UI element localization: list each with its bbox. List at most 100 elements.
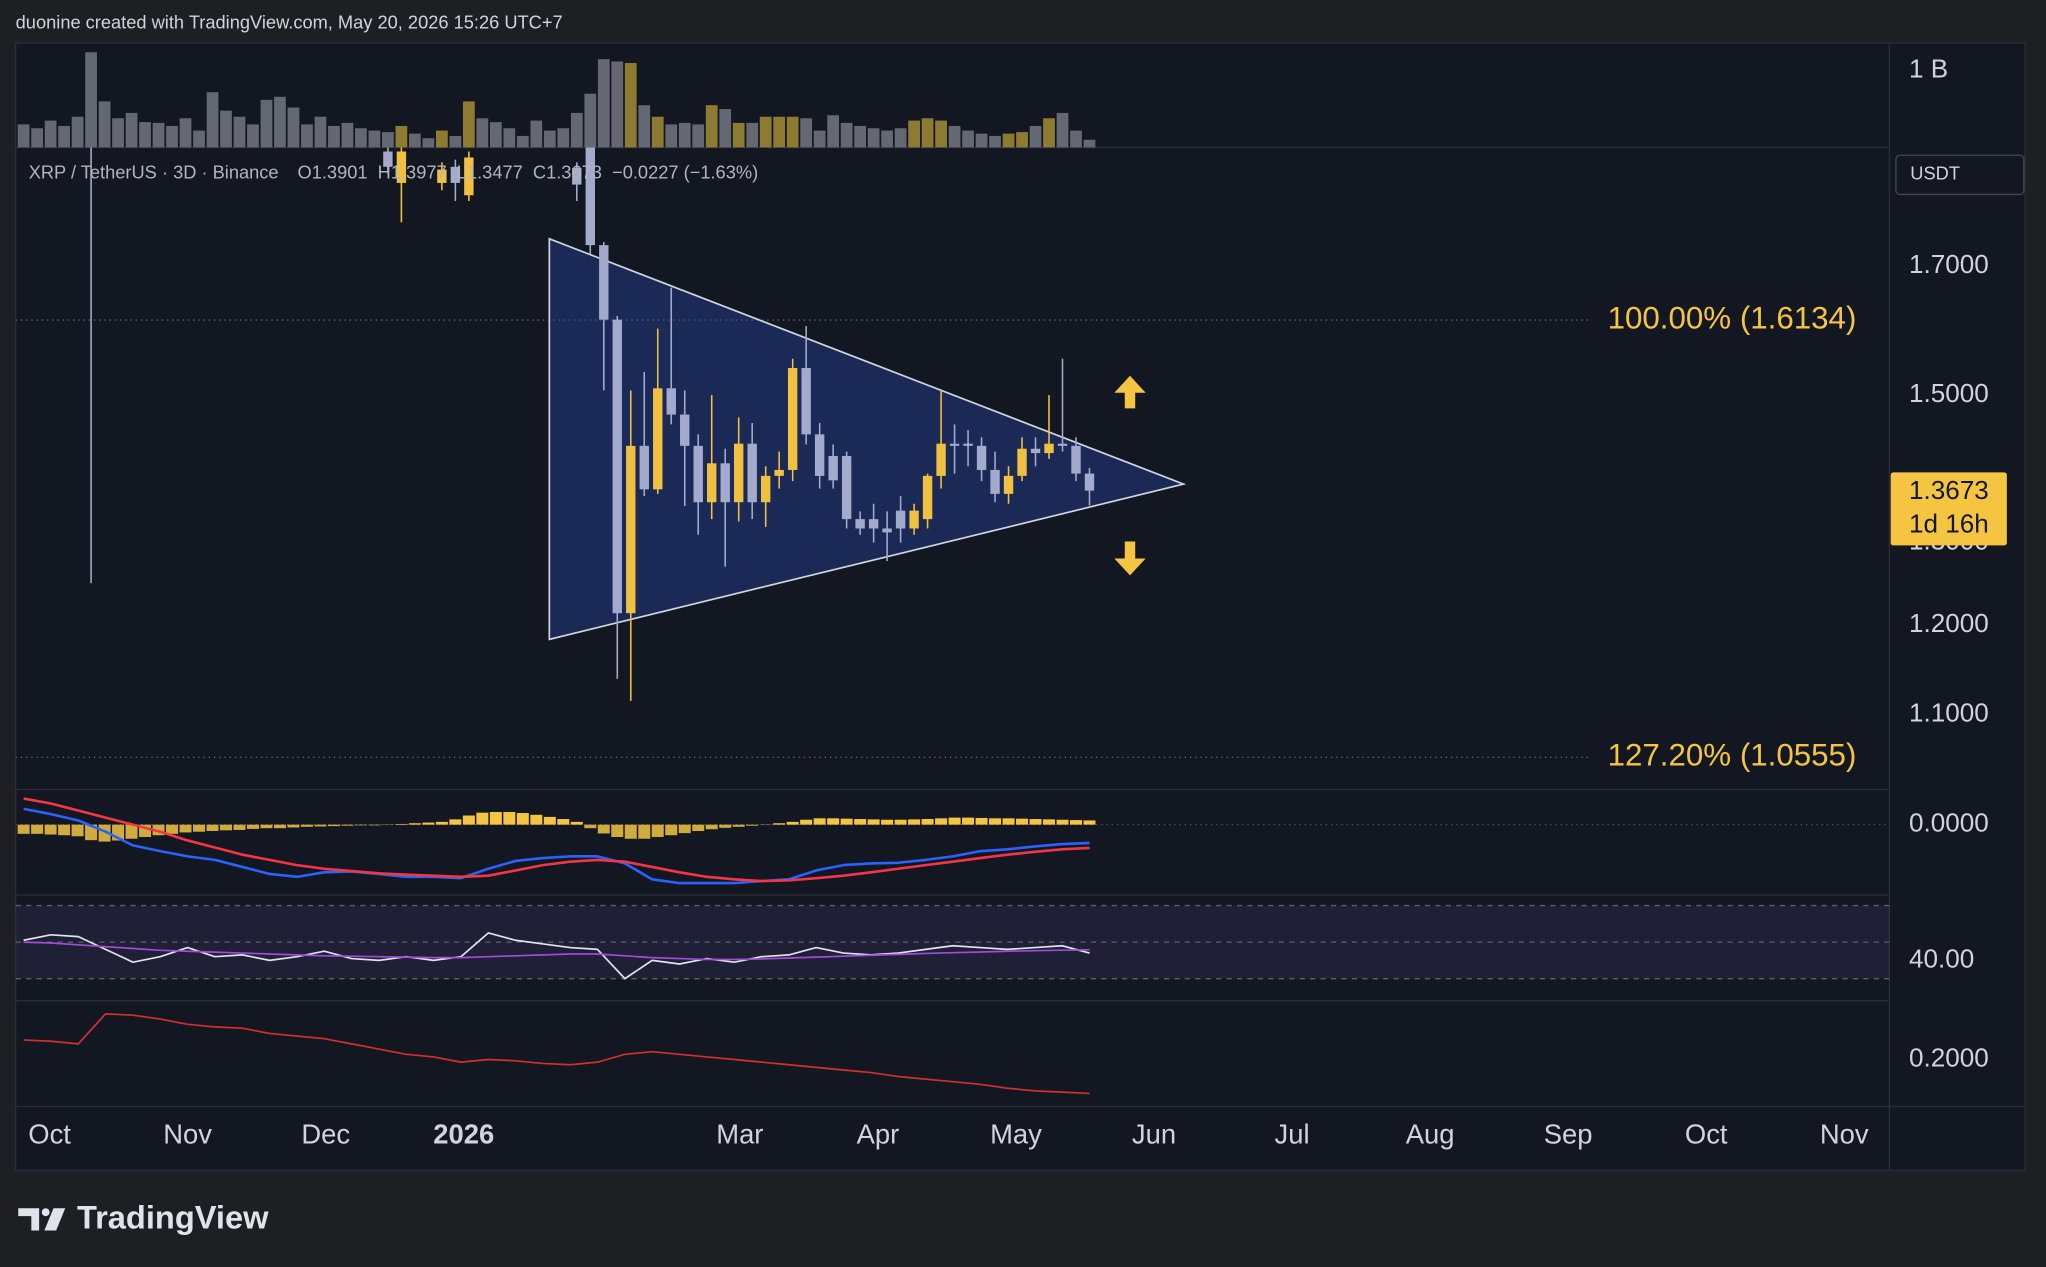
volume-bar	[827, 115, 840, 148]
volume-bar	[328, 125, 340, 148]
macd-histogram-bar	[273, 824, 286, 829]
volume-bar	[867, 128, 880, 148]
header: duonine created with TradingView.com, Ma…	[16, 11, 563, 32]
volume-bar	[962, 130, 974, 148]
volume-bar	[449, 135, 462, 148]
arrow-up	[1114, 375, 1146, 409]
macd-histogram-bar	[85, 824, 98, 841]
candle-body	[801, 368, 811, 435]
volume-bar	[651, 116, 664, 148]
volume-bar	[301, 124, 313, 148]
macd-histogram-bar	[570, 821, 583, 825]
macd-histogram-bar	[854, 819, 867, 825]
macd-histogram-bar	[44, 824, 57, 835]
x-tick-label: Nov	[163, 1119, 212, 1150]
volume-bar	[854, 125, 867, 148]
macd-histogram-bar	[17, 824, 30, 834]
candle-body	[841, 456, 852, 520]
y-tick-label: 1.7000	[1909, 249, 1989, 279]
volume-bar	[31, 128, 43, 148]
candle-body	[1044, 443, 1054, 454]
candle-body	[868, 519, 879, 529]
macd-histogram-bar	[624, 824, 637, 839]
macd-histogram-bar	[921, 819, 934, 825]
candle-body	[626, 445, 636, 614]
candle-body	[639, 445, 649, 490]
volume-bar	[597, 59, 610, 148]
candle-body	[990, 469, 1000, 494]
macd-histogram-bar	[786, 821, 799, 825]
volume-bar	[921, 118, 934, 148]
volume-bar	[125, 112, 138, 148]
logo-part	[18, 1208, 40, 1231]
candle-body	[774, 469, 784, 476]
macd-histogram-bar	[260, 824, 273, 829]
volume-bar	[908, 120, 920, 148]
candle-body	[599, 245, 609, 320]
macd-histogram-bar	[908, 819, 921, 825]
candle-body	[612, 319, 622, 614]
footer-logo	[18, 1208, 66, 1231]
volume-bar	[274, 96, 286, 148]
volume-bar	[166, 125, 178, 148]
volume-bar	[800, 118, 813, 148]
candle-body	[855, 519, 865, 529]
volume-bar	[395, 125, 408, 148]
volume-bar	[759, 116, 772, 148]
macd-histogram-bar	[1002, 818, 1015, 825]
y-tick-label: 1.2000	[1909, 608, 1989, 638]
macd-histogram-bar	[354, 824, 367, 826]
macd-histogram-bar	[368, 824, 381, 826]
candle-body	[1017, 448, 1027, 476]
candle-body	[1057, 443, 1068, 446]
x-tick-label: Jul	[1275, 1119, 1310, 1150]
candle-body	[963, 443, 973, 446]
macd-histogram-bar	[246, 824, 259, 829]
volume-bar	[112, 118, 124, 148]
macd-histogram-bar	[989, 818, 1002, 825]
x-tick-label: Jun	[1132, 1119, 1176, 1150]
macd-histogram-bar	[233, 824, 246, 830]
indicator-line	[23, 941, 1090, 961]
volume-bar	[220, 110, 232, 148]
macd-histogram-bar	[948, 817, 961, 825]
volume-bar	[948, 125, 961, 148]
price-tag-countdown: 1d 16h	[1909, 509, 1989, 539]
pane-borders	[15, 43, 2026, 1171]
x-tick-label: Oct	[28, 1119, 71, 1150]
volume-bar	[260, 99, 273, 148]
macd-histogram-bar	[341, 824, 354, 826]
currency-button[interactable]	[1895, 154, 2025, 196]
y-tick-label: 0.0000	[1909, 808, 1989, 838]
macd-histogram-bar	[638, 824, 651, 839]
volume-bar	[44, 120, 57, 148]
macd-histogram-bar	[71, 824, 84, 837]
candle-body	[666, 388, 676, 415]
macd-histogram-bar	[435, 821, 448, 825]
macd-histogram-bar	[867, 819, 880, 825]
chart-area	[15, 42, 2026, 1172]
candle-body	[936, 443, 946, 476]
candle-body	[653, 388, 663, 490]
macd-histogram-bar	[220, 824, 233, 831]
macd-histogram-bar	[1016, 818, 1029, 825]
candle-body	[1071, 445, 1081, 474]
macd-histogram-bar	[489, 811, 502, 825]
logo-part	[41, 1208, 50, 1217]
volume-bar	[881, 130, 893, 148]
volume-bar	[17, 124, 30, 148]
candle-body	[1030, 448, 1041, 454]
legend-symbol: XRP / TetherUS · 3D · Binance	[29, 161, 279, 182]
x-tick-label: Dec	[301, 1119, 350, 1150]
volume-bar	[462, 101, 475, 148]
candle-body	[976, 445, 987, 470]
x-tick-label: Oct	[1685, 1119, 1728, 1150]
volume-bar	[314, 116, 327, 148]
volume-bar	[422, 138, 435, 148]
candle-body	[922, 475, 933, 520]
x-tick-label: Aug	[1406, 1119, 1455, 1150]
candle-body	[814, 434, 825, 476]
volume-bar	[719, 109, 732, 148]
macd-histogram-bar	[125, 824, 138, 839]
macd-histogram-bar	[300, 824, 313, 827]
